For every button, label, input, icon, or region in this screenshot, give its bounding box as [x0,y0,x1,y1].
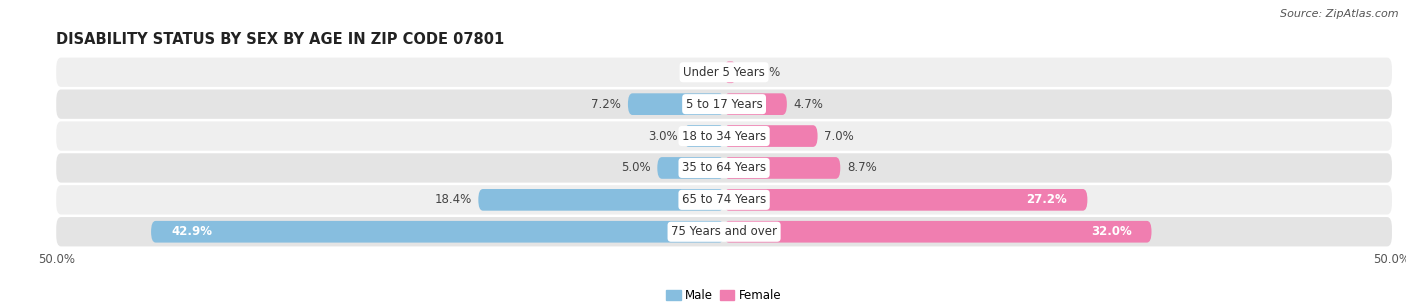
FancyBboxPatch shape [478,189,724,211]
FancyBboxPatch shape [724,93,787,115]
Text: 3.0%: 3.0% [648,130,678,143]
FancyBboxPatch shape [658,157,724,179]
Text: Under 5 Years: Under 5 Years [683,66,765,79]
Text: 32.0%: 32.0% [1091,225,1132,238]
Text: 27.2%: 27.2% [1026,193,1067,206]
Text: 0.0%: 0.0% [688,66,717,79]
Text: 65 to 74 Years: 65 to 74 Years [682,193,766,206]
FancyBboxPatch shape [56,89,1392,119]
FancyBboxPatch shape [724,189,1087,211]
Text: 5 to 17 Years: 5 to 17 Years [686,98,762,111]
Legend: Male, Female: Male, Female [666,289,782,302]
Text: 5.0%: 5.0% [621,161,651,174]
Text: 8.7%: 8.7% [846,161,877,174]
FancyBboxPatch shape [150,221,724,243]
FancyBboxPatch shape [724,125,818,147]
Text: 4.7%: 4.7% [793,98,824,111]
Text: 35 to 64 Years: 35 to 64 Years [682,161,766,174]
FancyBboxPatch shape [56,121,1392,151]
FancyBboxPatch shape [56,153,1392,183]
Text: 75 Years and over: 75 Years and over [671,225,778,238]
Text: 18 to 34 Years: 18 to 34 Years [682,130,766,143]
Text: Source: ZipAtlas.com: Source: ZipAtlas.com [1281,9,1399,19]
FancyBboxPatch shape [56,217,1392,247]
Text: DISABILITY STATUS BY SEX BY AGE IN ZIP CODE 07801: DISABILITY STATUS BY SEX BY AGE IN ZIP C… [56,32,505,47]
FancyBboxPatch shape [724,157,841,179]
FancyBboxPatch shape [56,185,1392,215]
FancyBboxPatch shape [724,221,1152,243]
Text: 7.0%: 7.0% [824,130,853,143]
FancyBboxPatch shape [724,61,737,83]
FancyBboxPatch shape [628,93,724,115]
Text: 7.2%: 7.2% [592,98,621,111]
FancyBboxPatch shape [685,125,724,147]
Text: 0.91%: 0.91% [742,66,780,79]
Text: 18.4%: 18.4% [434,193,471,206]
FancyBboxPatch shape [56,57,1392,87]
Text: 42.9%: 42.9% [172,225,212,238]
